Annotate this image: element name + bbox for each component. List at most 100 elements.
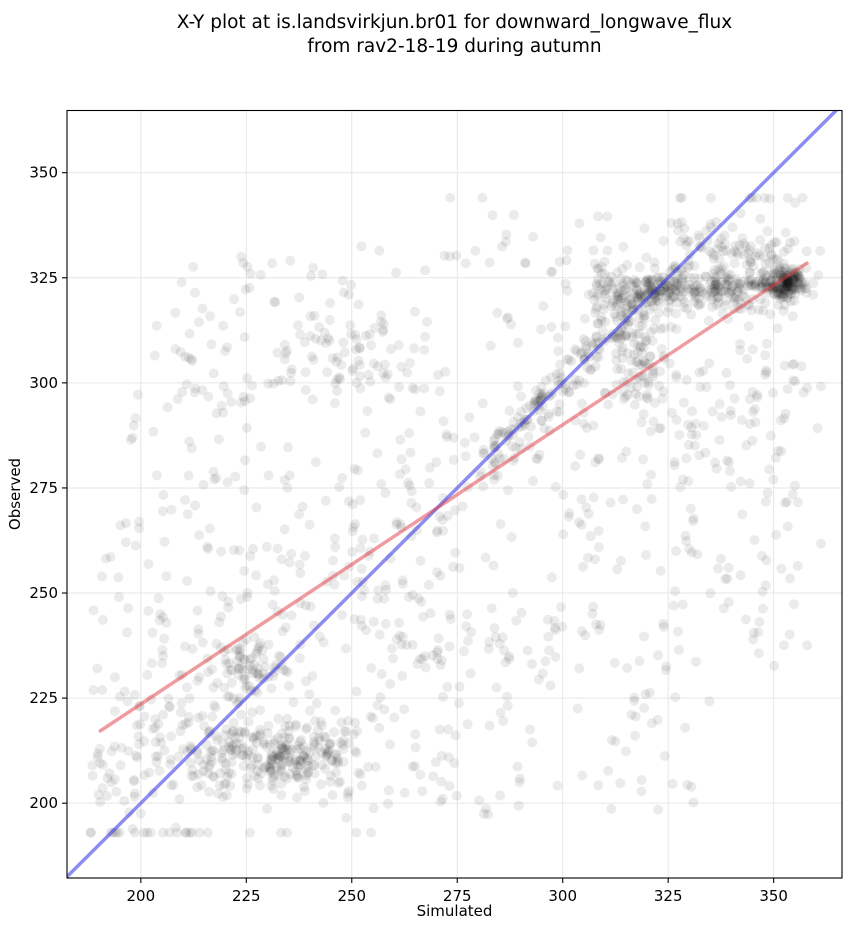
x-tick-label: 350	[759, 887, 788, 905]
scatter-point	[698, 365, 709, 376]
scatter-point	[96, 571, 107, 582]
scatter-point	[812, 423, 823, 434]
scatter-point	[774, 262, 785, 272]
scatter-point	[187, 355, 197, 366]
scatter-point	[198, 479, 209, 490]
scatter-point	[581, 341, 591, 352]
scatter-point	[642, 282, 653, 293]
scatter-point	[129, 788, 140, 799]
scatter-point	[735, 345, 745, 356]
scatter-point	[343, 496, 354, 507]
scatter-point	[641, 550, 651, 560]
scatter-point	[208, 745, 219, 756]
scatter-point	[448, 561, 458, 572]
scatter-point	[722, 279, 733, 290]
scatter-point	[454, 681, 465, 692]
scatter-point	[774, 288, 785, 299]
scatter-point	[766, 249, 777, 260]
scatter-point	[441, 429, 452, 440]
scatter-point	[466, 627, 477, 637]
scatter-point	[531, 385, 542, 396]
scatter-point	[795, 280, 806, 291]
scatter-point	[300, 600, 311, 611]
scatter-point	[293, 320, 303, 331]
scatter-point	[648, 301, 659, 312]
scatter-point	[242, 588, 253, 598]
scatter-point	[536, 415, 547, 426]
scatter-point	[530, 394, 541, 405]
scatter-point	[419, 345, 430, 355]
scatter-point	[193, 628, 204, 639]
scatter-point	[711, 277, 722, 288]
scatter-point	[731, 274, 742, 285]
scatter-point	[631, 277, 642, 288]
scatter-point	[357, 534, 368, 545]
scatter-point	[302, 768, 313, 779]
scatter-point	[354, 371, 365, 382]
scatter-point	[725, 380, 736, 391]
scatter-point	[620, 284, 631, 295]
scatter-point	[92, 663, 103, 674]
scatter-point	[206, 752, 217, 763]
scatter-point	[767, 270, 778, 281]
scatter-point	[175, 726, 186, 737]
scatter-point	[332, 758, 343, 769]
scatter-point	[663, 281, 674, 292]
scatter-point	[704, 696, 715, 707]
scatter-point	[686, 309, 697, 320]
scatter-point	[735, 339, 746, 349]
scatter-point	[180, 718, 191, 729]
scatter-point	[394, 630, 405, 641]
scatter-point	[539, 423, 550, 434]
scatter-point	[660, 665, 671, 676]
scatter-point	[780, 278, 791, 289]
scatter-point	[626, 293, 636, 304]
scatter-point	[211, 731, 222, 742]
scatter-point	[203, 762, 214, 773]
scatter-point	[194, 672, 205, 683]
scatter-point	[789, 282, 800, 293]
scatter-point	[331, 356, 342, 367]
scatter-point	[407, 589, 418, 600]
scatter-point	[704, 246, 715, 257]
scatter-point	[365, 711, 376, 722]
scatter-point	[649, 257, 660, 268]
scatter-point	[676, 192, 687, 203]
scatter-point	[332, 752, 343, 763]
scatter-point	[592, 301, 602, 312]
scatter-point	[664, 286, 675, 297]
scatter-point	[474, 795, 485, 806]
scatter-point	[139, 711, 150, 722]
scatter-point	[282, 482, 293, 493]
scatter-point	[172, 394, 183, 405]
scatter-point	[335, 737, 346, 748]
scatter-point	[244, 681, 255, 692]
scatter-point	[258, 763, 269, 774]
scatter-point	[746, 257, 756, 267]
scatter-point	[789, 274, 800, 285]
scatter-point	[279, 750, 290, 761]
scatter-point	[594, 278, 605, 289]
scatter-point	[189, 387, 200, 398]
scatter-point	[744, 418, 755, 429]
scatter-point	[224, 767, 234, 778]
scatter-point	[631, 381, 642, 392]
scatter-point	[355, 343, 366, 354]
scatter-point	[301, 764, 311, 775]
scatter-point	[726, 286, 737, 296]
scatter-point	[380, 372, 391, 383]
scatter-point	[726, 286, 737, 297]
scatter-point	[704, 279, 715, 290]
scatter-point	[753, 275, 764, 286]
scatter-point	[689, 440, 700, 451]
scatter-point	[492, 429, 503, 440]
scatter-point	[747, 344, 758, 355]
scatter-point	[621, 300, 632, 311]
scatter-point	[241, 752, 252, 762]
scatter-point	[220, 346, 231, 357]
scatter-point	[709, 250, 720, 261]
scatter-point	[225, 781, 236, 791]
scatter-point	[757, 550, 767, 561]
scatter-point	[681, 453, 692, 464]
scatter-point	[780, 408, 791, 419]
